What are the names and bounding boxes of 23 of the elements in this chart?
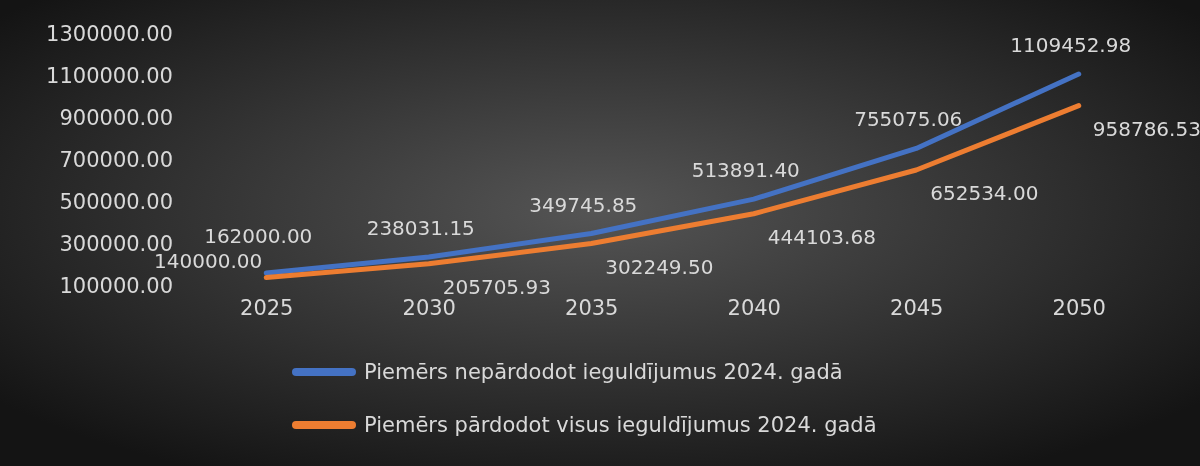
data-label: 652534.00	[930, 180, 1039, 205]
y-tick-label: 900000.00	[59, 106, 173, 131]
y-tick-label: 100000.00	[59, 274, 173, 299]
y-tick-label: 500000.00	[59, 190, 173, 215]
y-tick-label: 700000.00	[59, 148, 173, 173]
data-label: 755075.06	[854, 107, 963, 132]
data-label: 162000.00	[204, 223, 313, 248]
x-tick-label: 2025	[240, 295, 294, 320]
data-label: 444103.68	[767, 224, 876, 249]
x-tick-label: 2035	[565, 295, 619, 320]
data-label: 302249.50	[605, 254, 714, 279]
data-label: 349745.85	[529, 192, 638, 217]
x-tick-label: 2040	[727, 295, 781, 320]
data-label: 958786.53	[1092, 116, 1200, 141]
data-label: 513891.40	[691, 158, 800, 183]
y-tick-label: 1100000.00	[46, 64, 173, 89]
x-tick-label: 2050	[1052, 295, 1106, 320]
data-label: 1109452.98	[1010, 33, 1132, 58]
legend-label: Piemērs pārdodot visus ieguldījumus 2024. gadā	[364, 413, 877, 437]
y-tick-label: 1300000.00	[46, 22, 173, 47]
legend-label: Piemērs nepārdodot ieguldījumus 2024. gadā	[364, 360, 843, 384]
data-label: 238031.15	[366, 216, 475, 241]
x-tick-label: 2045	[890, 295, 944, 320]
